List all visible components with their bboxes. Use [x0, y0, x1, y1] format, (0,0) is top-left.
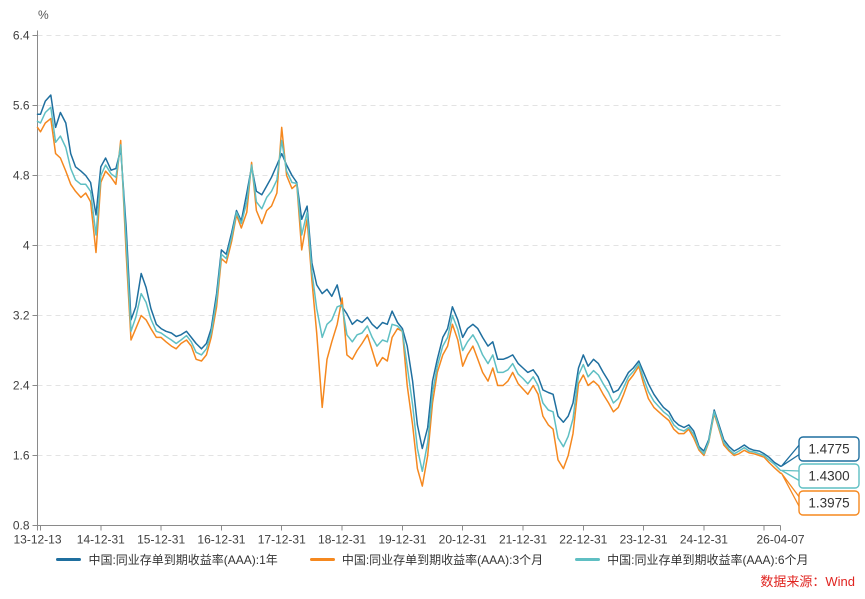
- legend-label-3m: 中国:同业存单到期收益率(AAA):3个月: [341, 553, 544, 567]
- legend-item-1y: 中国:同业存单到期收益率(AAA):1年: [56, 551, 278, 568]
- legend-item-6m: 中国:同业存单到期收益率(AAA):6个月: [575, 551, 809, 568]
- x-tick-label: 18-12-31: [318, 533, 366, 547]
- x-tick-label: 17-12-31: [258, 533, 306, 547]
- y-tick-label: 6.4: [13, 29, 30, 43]
- callout-box-3m: [798, 490, 860, 516]
- end-value-label-1y: 1.4775: [808, 442, 849, 457]
- x-tick-label: 13-12-13: [13, 533, 61, 547]
- y-tick-label: 0.8: [13, 519, 30, 533]
- x-tick-label: 26-04-07: [756, 533, 804, 547]
- x-tick-label: 16-12-31: [197, 533, 245, 547]
- callout-box-6m: [798, 463, 860, 489]
- end-value-label-6m: 1.4300: [808, 469, 849, 484]
- callout-pointer-1y: [780, 443, 801, 467]
- x-tick-label: 20-12-31: [439, 533, 487, 547]
- legend-swatch-3m: [309, 558, 335, 561]
- y-axis-unit-label: %: [38, 8, 49, 22]
- series-line-6m: [36, 106, 782, 473]
- x-tick-label: 14-12-31: [77, 533, 125, 547]
- y-tick-label: 1.6: [13, 449, 30, 463]
- legend-swatch-1y: [56, 558, 82, 561]
- x-tick-label: 21-12-31: [499, 533, 547, 547]
- y-tick-label: 2.4: [13, 379, 30, 393]
- legend-label-6m: 中国:同业存单到期收益率(AAA):6个月: [607, 553, 809, 567]
- y-tick-label: 5.6: [13, 99, 30, 113]
- legend-swatch-6m: [575, 558, 601, 561]
- x-tick-label: 24-12-31: [680, 533, 728, 547]
- y-tick-label: 3.2: [13, 309, 30, 323]
- legend-item-3m: 中国:同业存单到期收益率(AAA):3个月: [309, 551, 544, 568]
- data-source-label: 数据来源：Wind: [760, 574, 855, 589]
- y-tick-label: 4.8: [13, 169, 30, 183]
- series-line-3m: [36, 117, 782, 487]
- legend-label-1y: 中国:同业存单到期收益率(AAA):1年: [88, 553, 278, 567]
- x-tick-label: 19-12-31: [378, 533, 426, 547]
- legend: 中国:同业存单到期收益率(AAA):1年 中国:同业存单到期收益率(AAA):3…: [0, 551, 865, 568]
- callout-box-1y: [798, 436, 860, 462]
- x-tick-label: 23-12-31: [620, 533, 668, 547]
- y-tick-label: 4: [23, 239, 30, 253]
- x-tick-label: 22-12-31: [559, 533, 607, 547]
- x-tick-label: 15-12-31: [137, 533, 185, 547]
- series-line-1y: [36, 94, 782, 467]
- end-value-label-3m: 1.3975: [808, 496, 849, 511]
